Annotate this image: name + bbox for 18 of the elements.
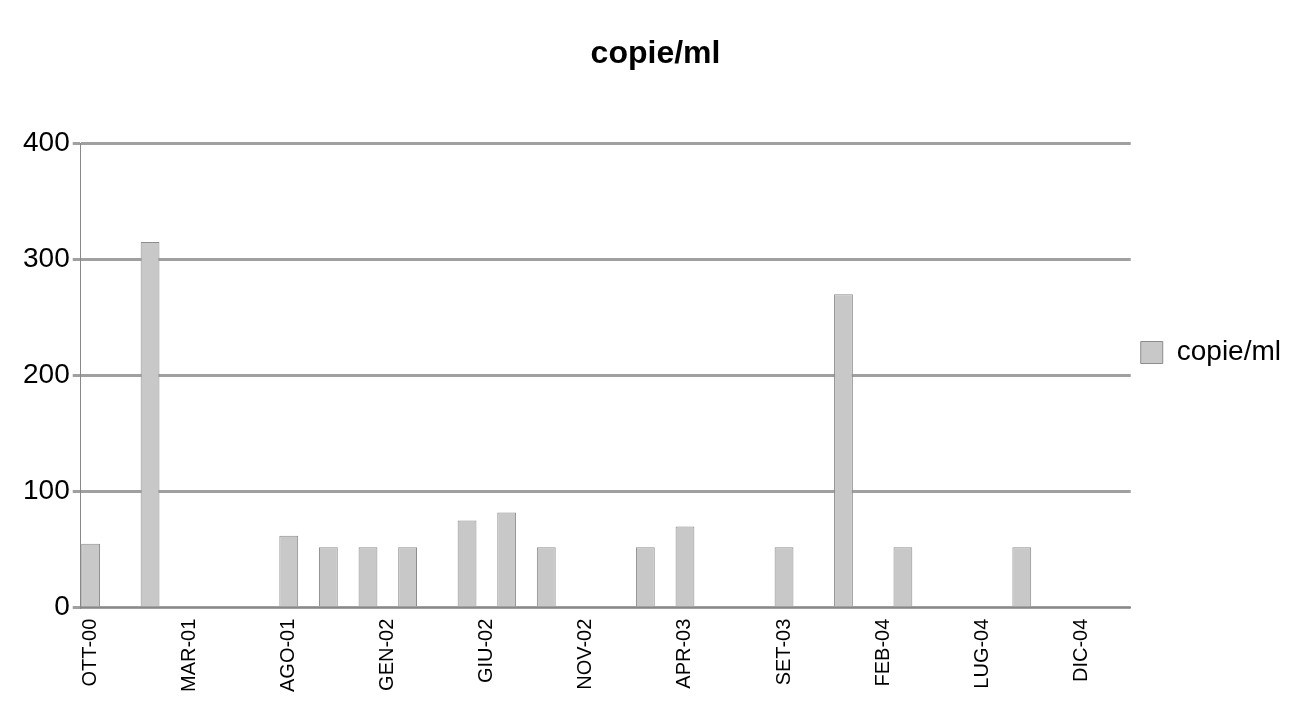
chart-title: copie/ml (590, 34, 721, 71)
x-tick-label: AGO-01 (276, 618, 299, 692)
y-tick-label: 100 (23, 474, 70, 506)
x-tick-label: LUG-04 (969, 618, 992, 689)
legend-label: copie/ml (1176, 335, 1281, 367)
y-tick-label: 0 (54, 590, 70, 622)
x-tick-label: APR-03 (672, 618, 695, 689)
x-tick-label: DIC-04 (1068, 618, 1091, 682)
x-tick-label: GIU-02 (474, 618, 497, 684)
x-tick-label: NOV-02 (573, 618, 596, 690)
y-tick-label: 300 (23, 242, 70, 274)
y-tick-label: 200 (23, 358, 70, 390)
x-tick-label: GEN-02 (375, 618, 398, 691)
y-tick-label: 400 (23, 126, 70, 158)
x-tick-label: FEB-04 (870, 618, 893, 687)
x-tick-label: MAR-01 (177, 618, 200, 692)
x-tick-label: SET-03 (771, 618, 794, 686)
x-tick-label: OTT-00 (78, 618, 101, 687)
